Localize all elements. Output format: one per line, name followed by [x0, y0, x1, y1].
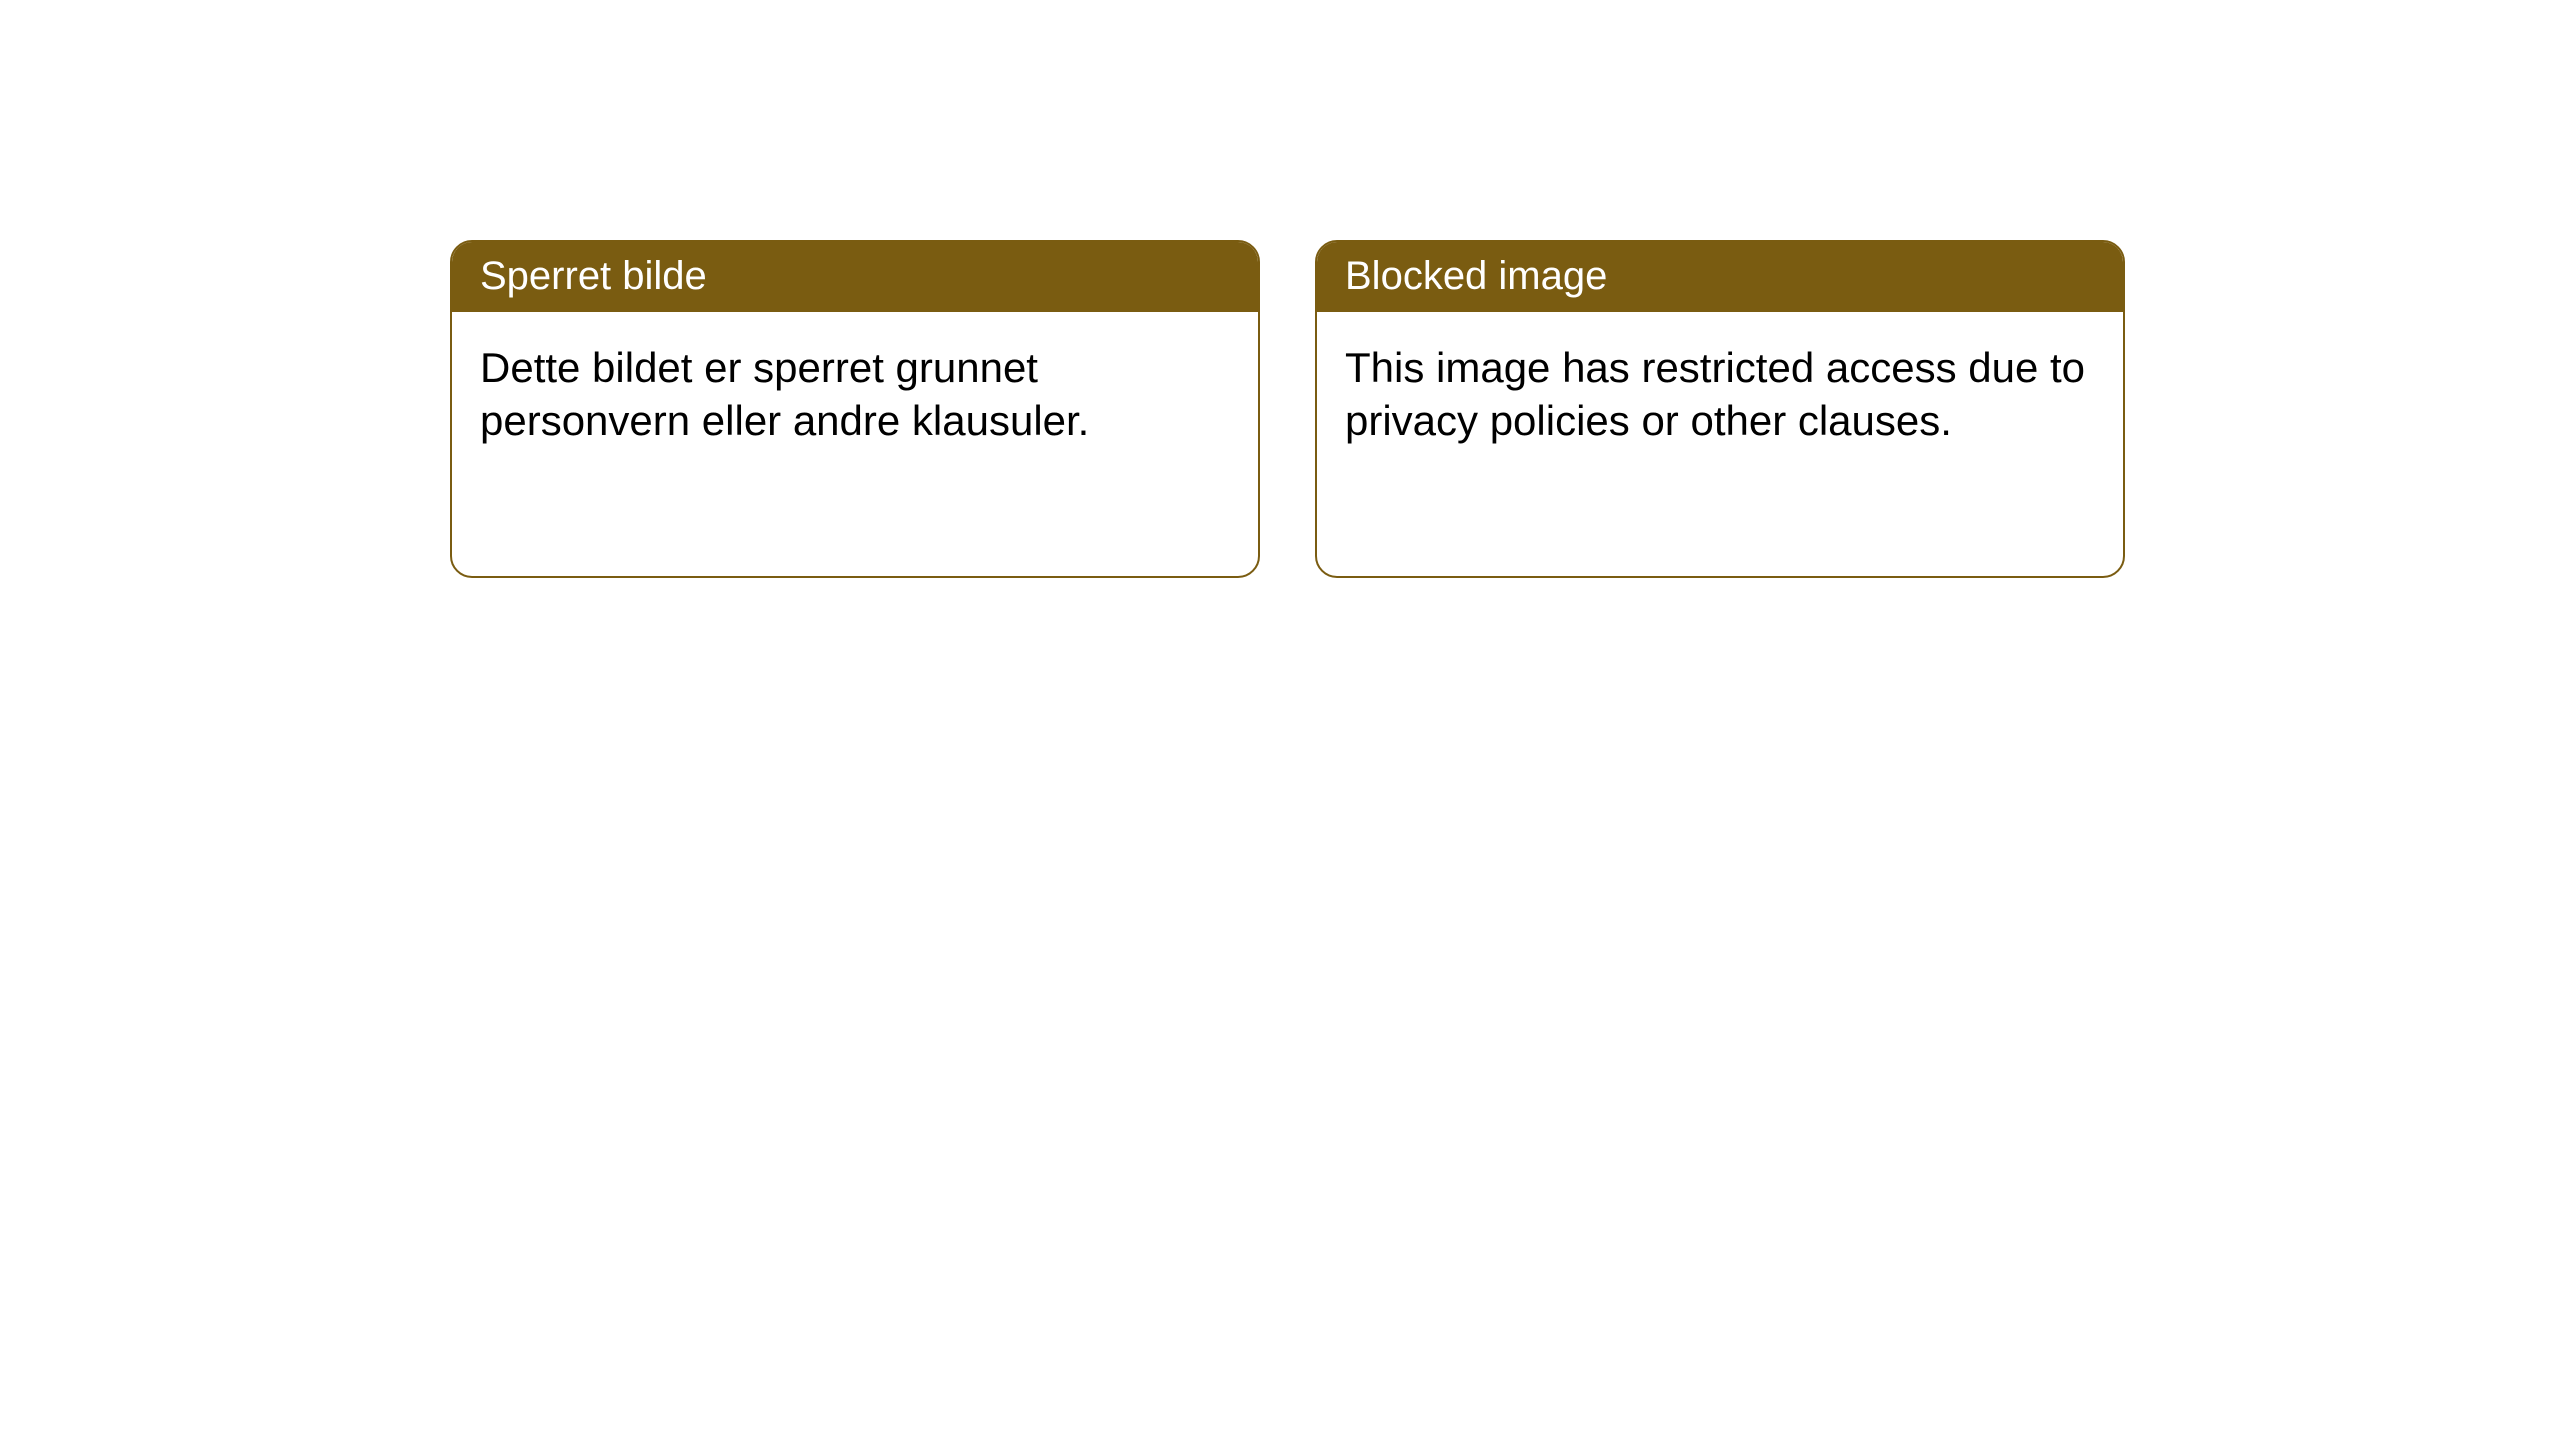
- notice-text: Dette bildet er sperret grunnet personve…: [480, 344, 1089, 444]
- notice-body: Dette bildet er sperret grunnet personve…: [452, 312, 1258, 477]
- notice-title: Blocked image: [1345, 254, 1607, 298]
- notice-cards-container: Sperret bilde Dette bildet er sperret gr…: [450, 240, 2125, 578]
- notice-title: Sperret bilde: [480, 254, 707, 298]
- notice-header: Blocked image: [1317, 242, 2123, 312]
- notice-header: Sperret bilde: [452, 242, 1258, 312]
- notice-card-english: Blocked image This image has restricted …: [1315, 240, 2125, 578]
- notice-card-norwegian: Sperret bilde Dette bildet er sperret gr…: [450, 240, 1260, 578]
- notice-text: This image has restricted access due to …: [1345, 344, 2085, 444]
- notice-body: This image has restricted access due to …: [1317, 312, 2123, 477]
